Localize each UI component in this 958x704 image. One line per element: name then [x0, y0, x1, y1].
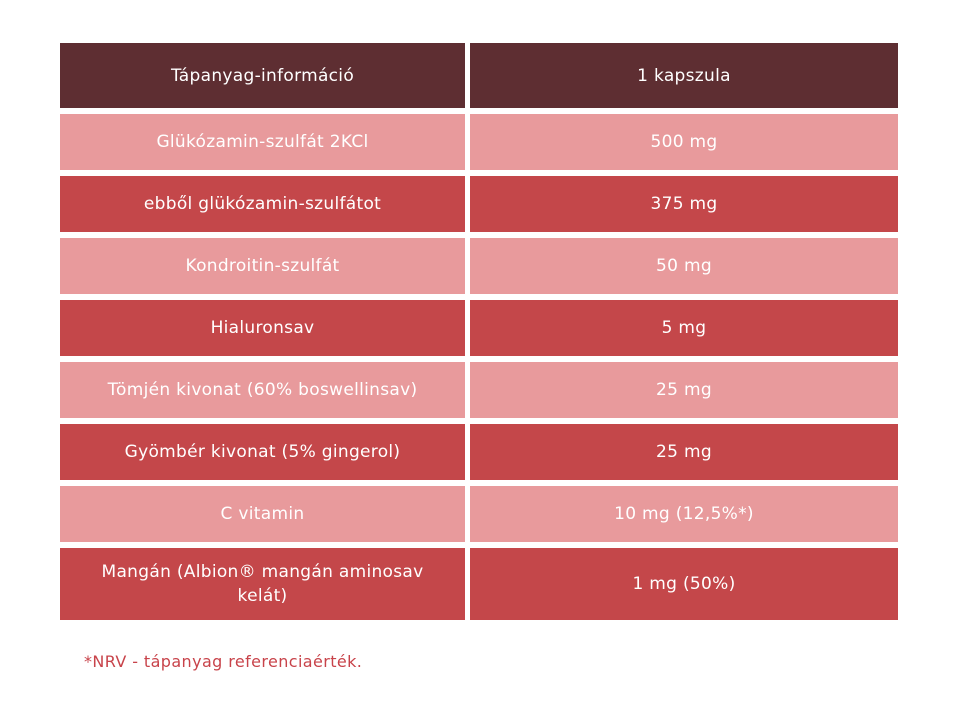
- nutrient-amount: 50 mg: [470, 238, 898, 294]
- nutrient-name: Glükózamin-szulfát 2KCl: [60, 114, 465, 170]
- nutrient-name: ebből glükózamin-szulfátot: [60, 176, 465, 232]
- nutrition-table: Tápanyag-információ 1 kapszula Glükózami…: [60, 43, 898, 620]
- header-nutrient-label: Tápanyag-információ: [60, 43, 465, 108]
- table-row: Mangán (Albion® mangán aminosav kelát) 1…: [60, 548, 898, 620]
- nutrient-amount: 1 mg (50%): [470, 548, 898, 620]
- nutrient-amount: 5 mg: [470, 300, 898, 356]
- nutrient-amount: 10 mg (12,5%*): [470, 486, 898, 542]
- table-header-row: Tápanyag-információ 1 kapszula: [60, 43, 898, 108]
- header-dose-label: 1 kapszula: [470, 43, 898, 108]
- table-row: ebből glükózamin-szulfátot 375 mg: [60, 176, 898, 232]
- table-row: Gyömbér kivonat (5% gingerol) 25 mg: [60, 424, 898, 480]
- nutrient-amount: 25 mg: [470, 362, 898, 418]
- nrv-footnote: *NRV - tápanyag referenciaérték.: [84, 652, 363, 671]
- table-row: Glükózamin-szulfát 2KCl 500 mg: [60, 114, 898, 170]
- nutrient-amount: 500 mg: [470, 114, 898, 170]
- nutrient-name: C vitamin: [60, 486, 465, 542]
- nutrient-name: Mangán (Albion® mangán aminosav kelát): [60, 548, 465, 620]
- nutrient-amount: 375 mg: [470, 176, 898, 232]
- nutrient-name: Gyömbér kivonat (5% gingerol): [60, 424, 465, 480]
- nutrient-name: Kondroitin-szulfát: [60, 238, 465, 294]
- nutrient-name: Tömjén kivonat (60% boswellinsav): [60, 362, 465, 418]
- table-row: Kondroitin-szulfát 50 mg: [60, 238, 898, 294]
- table-row: C vitamin 10 mg (12,5%*): [60, 486, 898, 542]
- table-row: Tömjén kivonat (60% boswellinsav) 25 mg: [60, 362, 898, 418]
- nutrient-amount: 25 mg: [470, 424, 898, 480]
- nutrient-name: Hialuronsav: [60, 300, 465, 356]
- table-row: Hialuronsav 5 mg: [60, 300, 898, 356]
